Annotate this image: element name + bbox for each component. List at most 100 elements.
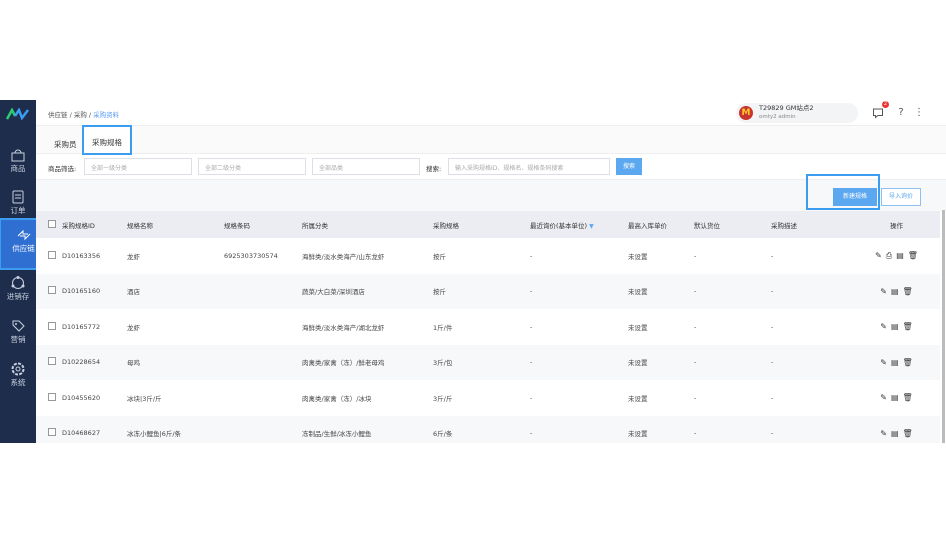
- cell: 海鲜类/淡水类海产/山东龙虾: [302, 252, 385, 261]
- cell: -: [694, 393, 697, 402]
- cell: [224, 415, 302, 443]
- cell: -: [771, 393, 774, 402]
- cell: 未设置: [628, 273, 694, 309]
- cell: 1斤/件: [433, 323, 453, 332]
- cell: -: [530, 415, 628, 443]
- quote-icon[interactable]: ▤: [890, 322, 899, 332]
- quote-icon[interactable]: ▤: [896, 250, 904, 260]
- cell: -: [530, 273, 628, 309]
- edit-icon[interactable]: ✎: [880, 286, 887, 296]
- sidebar-item-goods[interactable]: 商品: [0, 144, 36, 180]
- print-icon[interactable]: ⎙: [885, 250, 893, 260]
- user-name: T29829 GM站点2: [759, 104, 814, 112]
- spec-table: 采购规格ID 规格名称 规格条码 所属分类 采购规格 最近询价(基本单位) ▼ …: [36, 211, 940, 443]
- breadcrumb-item[interactable]: 采购: [73, 111, 87, 119]
- delete-icon[interactable]: 🗑: [902, 286, 913, 296]
- col-desc: 采购描述: [771, 211, 853, 238]
- cell: -: [771, 322, 774, 331]
- search-input[interactable]: 输入采购规格ID、规格名、规格条码搜索: [448, 158, 610, 175]
- row-checkbox[interactable]: [48, 321, 56, 330]
- cell: 未设置: [628, 344, 694, 380]
- help-icon[interactable]: ?: [898, 107, 904, 118]
- filter-label: 商品筛选:: [48, 165, 77, 173]
- row-checkbox[interactable]: [48, 428, 56, 437]
- quote-icon[interactable]: ▤: [890, 393, 899, 403]
- quote-icon[interactable]: ▤: [890, 357, 899, 367]
- cell: -: [694, 273, 771, 309]
- sort-desc-icon[interactable]: ▼: [589, 222, 594, 230]
- delete-icon[interactable]: 🗑: [902, 428, 913, 438]
- cell: D10455620: [62, 393, 101, 402]
- table-row: D10163356 龙虾 6925303730574 海鲜类/淡水类海产/山东龙虾 按斤…: [36, 238, 940, 274]
- row-checkbox[interactable]: [48, 357, 56, 366]
- breadcrumb-current: 采购资料: [93, 111, 120, 119]
- edit-icon[interactable]: ✎: [880, 357, 887, 367]
- document-icon: [12, 190, 24, 204]
- table-row: D10165772 龙虾 海鲜类/淡水类海产/湖北龙虾 1斤/件 - 未设置 - - ✎ ▤ 🗑: [36, 309, 940, 345]
- row-checkbox[interactable]: [48, 250, 56, 259]
- edit-icon[interactable]: ✎: [880, 322, 887, 332]
- message-icon[interactable]: [872, 107, 884, 119]
- delete-icon[interactable]: 🗑: [902, 393, 913, 403]
- edit-icon[interactable]: ✎: [875, 250, 882, 260]
- select-all-checkbox[interactable]: [48, 219, 56, 228]
- cell: 未设置: [628, 323, 648, 332]
- cell: -: [694, 415, 771, 443]
- sidebar-item-marketing[interactable]: 营销: [0, 315, 36, 351]
- new-spec-button[interactable]: 新建规格: [833, 188, 877, 206]
- cell: -: [694, 344, 771, 380]
- more-icon[interactable]: ⋮: [914, 107, 924, 118]
- col-spec: 采购规格: [433, 211, 530, 238]
- cell: -: [530, 322, 533, 331]
- tab-buyer[interactable]: 采购员: [54, 140, 77, 149]
- search-button[interactable]: 搜索: [616, 158, 642, 175]
- network-icon: [11, 276, 25, 289]
- cell: -: [530, 344, 628, 380]
- edit-icon[interactable]: ✎: [880, 393, 887, 403]
- level1-category-select[interactable]: 全部一级分类: [84, 158, 192, 175]
- sidebar-item-label: 供应链: [12, 244, 35, 253]
- quote-icon[interactable]: ▤: [890, 428, 899, 438]
- sidebar-item-label: 营销: [10, 335, 26, 344]
- delete-icon[interactable]: 🗑: [902, 322, 913, 332]
- cell: [224, 344, 302, 380]
- sidebar-item-label: 进销存: [6, 292, 30, 301]
- sidebar-item-inventory[interactable]: 进销存: [0, 272, 36, 308]
- table-row: D10165160 酒店 蔬菜/大白菜/深圳酒店 按斤 - 未设置 - - ✎ ▤ 🗑: [36, 273, 940, 309]
- import-quote-button[interactable]: 导入询价: [881, 188, 921, 206]
- cell: -: [771, 273, 853, 309]
- quote-icon[interactable]: ▤: [890, 286, 899, 296]
- sidebar-item-label: 订单: [10, 206, 26, 215]
- scrollbar[interactable]: [942, 210, 945, 443]
- sidebar-item-system[interactable]: 系统: [0, 358, 36, 394]
- col-barcode: 规格条码: [224, 211, 302, 238]
- user-role: omty2 admin: [759, 114, 796, 120]
- cell: 按斤: [433, 273, 530, 309]
- cell: 按斤: [433, 252, 446, 261]
- cell: D10228654: [62, 344, 127, 380]
- cell: 冰块|3斤/斤: [127, 394, 162, 403]
- delete-icon[interactable]: 🗑: [902, 357, 913, 367]
- user-menu[interactable]: M T29829 GM站点2 omty2 admin: [736, 103, 858, 123]
- row-checkbox[interactable]: [48, 392, 56, 401]
- col-recent-price[interactable]: 最近询价(基本单位) ▼: [530, 211, 628, 238]
- sidebar-item-orders[interactable]: 订单: [0, 186, 36, 222]
- edit-icon[interactable]: ✎: [880, 428, 887, 438]
- tag-icon: [12, 320, 25, 332]
- level2-category-select[interactable]: 全部二级分类: [198, 158, 306, 175]
- exchange-icon: [17, 229, 30, 241]
- cell: 3斤/包: [433, 344, 530, 380]
- search-label: 搜索:: [426, 165, 442, 173]
- cell: 6斤/条: [433, 415, 530, 443]
- table-row: D10455620 冰块|3斤/斤 肉禽类/家禽（冻）/冰块 3斤/斤 - 未设置 - - ✎ ▤…: [36, 380, 940, 416]
- breadcrumb-item[interactable]: 供应链: [48, 111, 68, 119]
- delete-icon[interactable]: 🗑: [907, 250, 918, 260]
- category-select[interactable]: 全部品类: [312, 158, 420, 175]
- col-recent-price-label: 最近询价(基本单位): [530, 221, 588, 230]
- tab-purchase-spec[interactable]: 采购规格: [82, 125, 132, 155]
- gear-icon: [11, 362, 25, 376]
- cell: D10165772: [62, 322, 101, 331]
- cell: 海鲜类/淡水类海产/湖北龙虾: [302, 323, 385, 332]
- row-checkbox[interactable]: [48, 286, 56, 295]
- cell: 未设置: [628, 415, 694, 443]
